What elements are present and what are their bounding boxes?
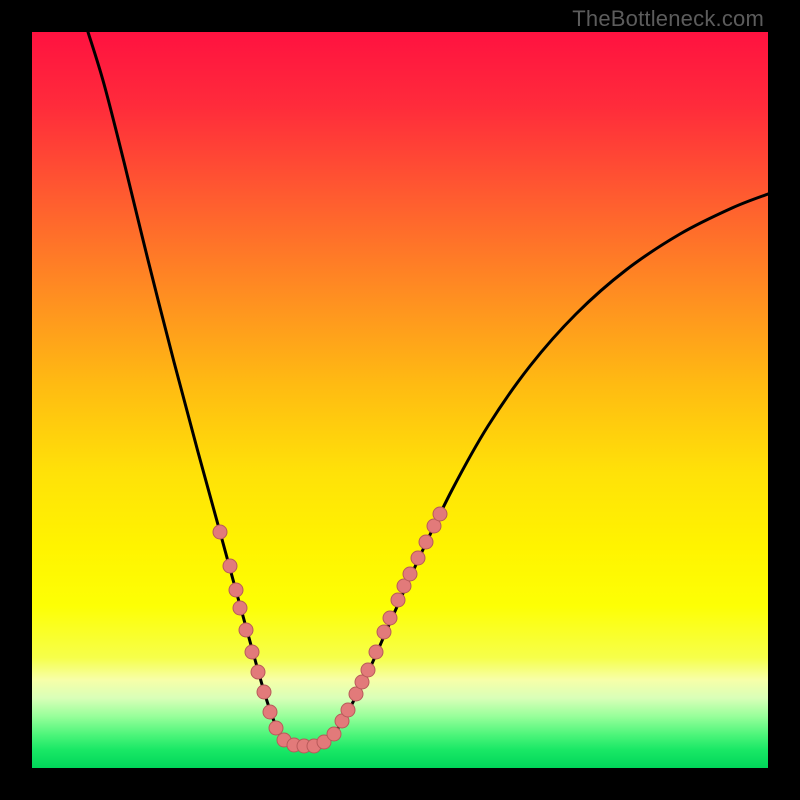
data-marker [341,703,355,717]
data-marker [251,665,265,679]
data-marker [361,663,375,677]
data-marker [257,685,271,699]
data-marker [433,507,447,521]
data-markers [213,507,447,753]
data-marker [383,611,397,625]
bottleneck-curve [88,32,768,747]
plot-area [32,32,768,768]
data-marker [391,593,405,607]
data-marker [419,535,433,549]
data-marker [229,583,243,597]
chart-frame: TheBottleneck.com [0,0,800,800]
data-marker [239,623,253,637]
data-marker [327,727,341,741]
data-marker [223,559,237,573]
data-marker [269,721,283,735]
curve-layer [32,32,768,768]
data-marker [411,551,425,565]
data-marker [369,645,383,659]
data-marker [263,705,277,719]
data-marker [245,645,259,659]
data-marker [233,601,247,615]
data-marker [403,567,417,581]
data-marker [213,525,227,539]
watermark-label: TheBottleneck.com [572,6,764,32]
data-marker [377,625,391,639]
